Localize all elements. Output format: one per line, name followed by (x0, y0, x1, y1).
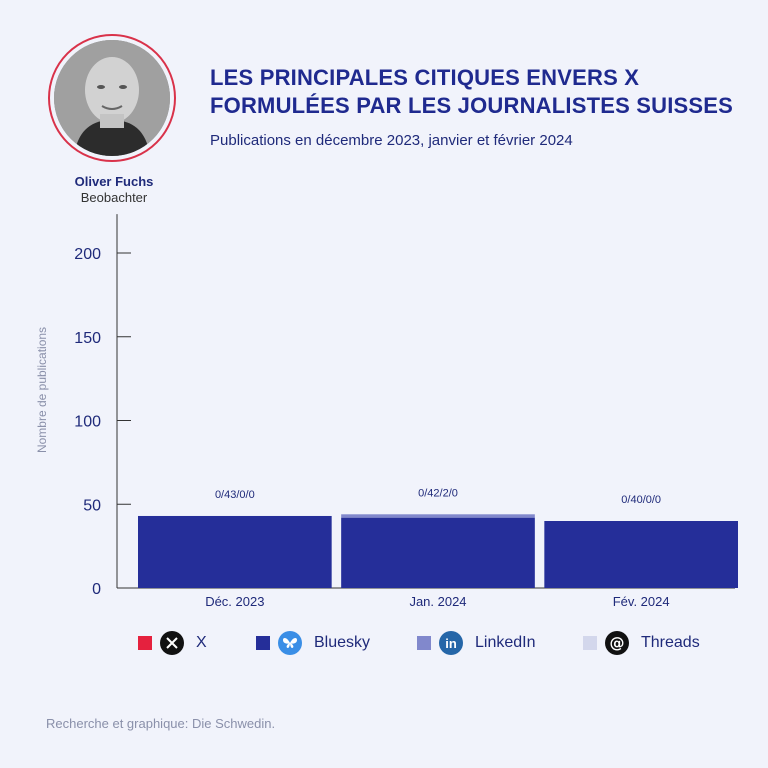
legend-swatch (583, 636, 597, 650)
threads-icon: @ (605, 631, 629, 655)
footer-credit: Recherche et graphique: Die Schwedin. (46, 716, 276, 731)
bluesky-butterfly-icon (278, 631, 302, 655)
y-axis-label: Nombre de publications (35, 327, 49, 453)
author-name: Oliver Fuchs (74, 174, 154, 189)
legend-item-linkedin: in LinkedIn (417, 628, 536, 658)
y-tick-label: 50 (83, 497, 101, 514)
legend-label: Bluesky (314, 634, 371, 651)
legend-item-bluesky: Bluesky (256, 628, 370, 658)
chart-legend: X Bluesky in LinkedIn @ Threads (138, 628, 718, 658)
legend-swatch (417, 636, 431, 650)
x-logo-icon (160, 631, 184, 655)
author-avatar (54, 40, 170, 156)
bar-bluesky (341, 517, 535, 588)
y-tick-label: 150 (74, 330, 101, 347)
legend-item-x: X (138, 628, 207, 658)
chart-title: LES PRINCIPALES CITIQUES ENVERS X FORMUL… (210, 64, 740, 120)
x-tick-label: Déc. 2023 (205, 594, 264, 609)
legend-label: Threads (641, 634, 700, 651)
y-tick-label: 0 (92, 581, 101, 598)
legend-label: X (196, 634, 207, 651)
bar-data-label: 0/42/2/0 (418, 487, 458, 499)
author-organization: Beobachter (80, 190, 148, 205)
legend-swatch (138, 636, 152, 650)
bar-chart: 0 50 100 150 200 Nombre de publications 0/43/0… (35, 214, 738, 609)
y-tick-label: 100 (74, 414, 101, 431)
bar-bluesky (138, 515, 332, 588)
legend-swatch (256, 636, 270, 650)
chart-title-line-2: FORMULÉES PAR LES JOURNALISTES SUISSES (210, 93, 734, 118)
chart-subtitle: Publications en décembre 2023, janvier e… (210, 132, 573, 149)
chart-title-line-1: LES PRINCIPALES CITIQUES ENVERS X (210, 65, 640, 90)
bar-data-label: 0/43/0/0 (215, 489, 255, 501)
legend-label: LinkedIn (475, 634, 536, 651)
bar-data-label: 0/40/0/0 (621, 494, 661, 506)
bar-linkedin (341, 514, 535, 518)
bar-bluesky (544, 521, 738, 588)
x-tick-label: Jan. 2024 (409, 594, 466, 609)
legend-item-threads: @ Threads (583, 628, 700, 658)
y-tick-label: 200 (74, 246, 101, 263)
linkedin-icon: in (439, 631, 463, 655)
x-tick-label: Fév. 2024 (613, 594, 670, 609)
author-avatar-ring (48, 34, 176, 162)
author-photo (54, 40, 170, 156)
